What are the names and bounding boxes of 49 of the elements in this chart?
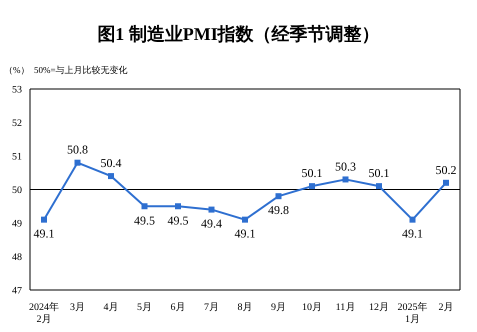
point <box>342 176 348 182</box>
point <box>175 203 181 210</box>
point <box>242 216 248 223</box>
data-label: 50.8 <box>67 142 88 157</box>
data-label: 50.4 <box>100 156 122 170</box>
point <box>376 183 382 190</box>
x-tick-label: 2025年 1月 <box>398 301 428 325</box>
x-tick-label: 12月 <box>369 302 389 313</box>
point <box>74 160 80 166</box>
data-label: 50.3 <box>335 159 356 174</box>
point <box>108 173 114 180</box>
x-tick-label: 11月 <box>336 302 356 313</box>
data-label: 49.1 <box>34 226 54 241</box>
x-tick-label: 7月 <box>204 302 219 313</box>
data-label: 49.5 <box>134 213 155 228</box>
x-tick-label: 6月 <box>170 302 186 313</box>
data-label: 49.4 <box>201 216 222 231</box>
x-tick-label: 4月 <box>104 302 118 313</box>
y-tick-label: 47 <box>12 286 22 297</box>
point <box>276 193 282 200</box>
data-label: 49.8 <box>268 203 289 218</box>
data-label: 49.1 <box>402 226 423 241</box>
data-label: 49.5 <box>168 213 188 228</box>
y-tick-label: 48 <box>12 252 22 264</box>
data-label: 49.1 <box>234 226 256 241</box>
y-tick-label: 52 <box>12 118 22 130</box>
point <box>41 216 47 223</box>
y-tick-label: 49 <box>12 218 22 230</box>
y-tick-label: 50 <box>12 185 22 196</box>
data-label: 50.1 <box>368 166 390 180</box>
point <box>410 216 416 223</box>
point <box>309 183 315 190</box>
point <box>208 206 214 213</box>
y-tick-label: 53 <box>12 84 22 96</box>
point <box>443 180 449 186</box>
x-tick-label: 5月 <box>137 302 152 313</box>
data-label: 50.1 <box>302 166 322 180</box>
data-label: 50.2 <box>436 162 456 177</box>
x-tick-label: 8月 <box>238 302 252 313</box>
y-axis-title: （%） <box>4 64 30 77</box>
x-tick-label: 2024年 2月 <box>29 301 59 325</box>
x-tick-label: 9月 <box>271 302 286 313</box>
text: 50%=与上月比较无变化 <box>34 64 128 77</box>
x-tick-label: 2月 <box>438 302 454 313</box>
x-tick-label: 3月 <box>70 302 85 313</box>
x-tick-label: 10月 <box>302 302 322 313</box>
y-tick-label: 51 <box>12 152 22 163</box>
point <box>142 203 148 210</box>
chart-title: 图1 制造业PMI指数（经季节调整） <box>96 23 381 46</box>
